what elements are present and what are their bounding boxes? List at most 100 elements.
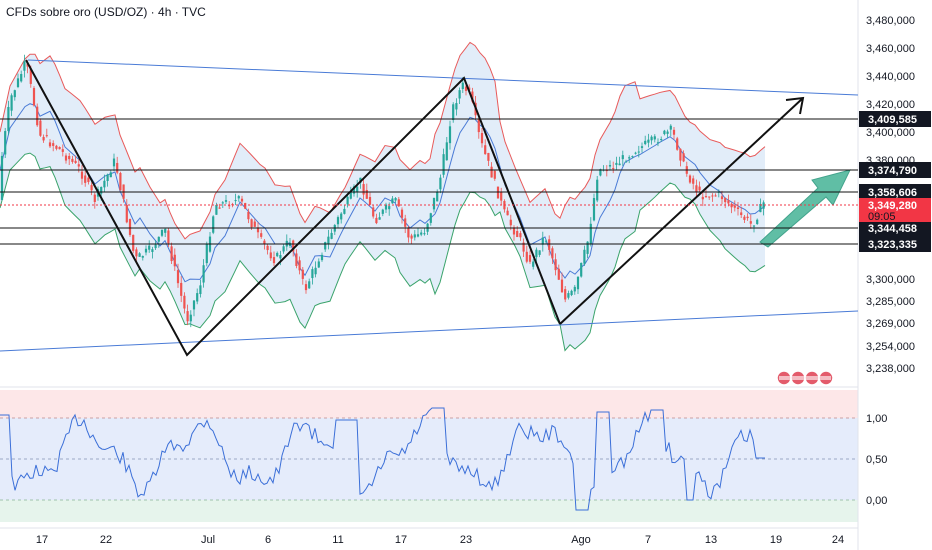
candle[interactable] (148, 240, 151, 253)
candle[interactable] (93, 192, 96, 209)
candle[interactable] (276, 251, 279, 258)
candle[interactable] (573, 284, 576, 295)
candle[interactable] (324, 241, 327, 252)
candle[interactable] (218, 203, 221, 209)
candle[interactable] (4, 127, 7, 159)
candle[interactable] (580, 262, 583, 278)
candle[interactable] (612, 161, 615, 174)
candle[interactable] (567, 290, 570, 300)
candle[interactable] (295, 249, 298, 269)
candle[interactable] (90, 182, 93, 196)
candle[interactable] (596, 175, 599, 203)
candle[interactable] (720, 190, 724, 205)
candle[interactable] (621, 150, 624, 166)
candle[interactable] (487, 152, 490, 167)
candle[interactable] (244, 202, 247, 210)
candle[interactable] (455, 98, 458, 116)
candle[interactable] (125, 199, 128, 224)
candle[interactable] (714, 193, 717, 197)
candle[interactable] (144, 245, 148, 256)
candle[interactable] (688, 174, 692, 184)
candle[interactable] (749, 214, 752, 229)
candle[interactable] (458, 87, 461, 105)
candle[interactable] (189, 310, 192, 328)
candle[interactable] (711, 193, 714, 202)
candle[interactable] (39, 118, 42, 137)
candle[interactable] (23, 54, 26, 78)
candle[interactable] (682, 150, 685, 163)
candle[interactable] (423, 228, 426, 236)
channel-upper-line[interactable] (27, 59, 859, 96)
candle[interactable] (525, 245, 528, 264)
candle[interactable] (304, 280, 308, 294)
candle[interactable] (170, 242, 173, 265)
candle[interactable] (314, 261, 317, 278)
candle[interactable] (576, 276, 580, 295)
candle[interactable] (605, 165, 608, 177)
zigzag-trend-line[interactable] (25, 59, 561, 357)
candle[interactable] (71, 155, 74, 164)
candle[interactable] (202, 259, 205, 288)
candle[interactable] (298, 256, 301, 275)
candle[interactable] (628, 155, 631, 164)
candle[interactable] (500, 187, 503, 205)
candle[interactable] (608, 160, 612, 171)
candle[interactable] (256, 222, 260, 239)
candle[interactable] (653, 134, 656, 143)
candle[interactable] (692, 175, 695, 190)
channel-lower-line[interactable] (0, 310, 859, 352)
candle[interactable] (234, 193, 237, 206)
candle[interactable] (368, 192, 372, 206)
candle[interactable] (631, 155, 634, 159)
candle[interactable] (640, 142, 644, 153)
candle[interactable] (247, 208, 250, 224)
candle[interactable] (109, 170, 112, 178)
candle[interactable] (183, 292, 186, 314)
candle[interactable] (663, 129, 666, 136)
candle[interactable] (36, 103, 39, 127)
candle[interactable] (557, 264, 560, 281)
candle[interactable] (615, 156, 618, 170)
candle[interactable] (624, 159, 628, 163)
candle[interactable] (746, 213, 749, 221)
candle[interactable] (317, 258, 320, 269)
candle[interactable] (74, 155, 77, 164)
candle[interactable] (330, 229, 333, 240)
candle[interactable] (58, 146, 61, 150)
candle[interactable] (493, 169, 496, 181)
currency-flags-icon[interactable] (776, 370, 834, 386)
candle[interactable] (637, 145, 640, 158)
candle[interactable] (356, 179, 359, 198)
candle[interactable] (52, 140, 55, 152)
candle[interactable] (528, 250, 532, 264)
candle[interactable] (404, 214, 407, 234)
candle[interactable] (45, 128, 48, 138)
candle[interactable] (365, 183, 368, 199)
candle[interactable] (173, 248, 176, 271)
candle[interactable] (141, 255, 144, 261)
candle[interactable] (634, 151, 637, 155)
candle[interactable] (384, 202, 388, 214)
candle[interactable] (221, 201, 224, 209)
candle[interactable] (397, 196, 400, 207)
candle[interactable] (343, 205, 346, 215)
candle[interactable] (48, 139, 52, 148)
candle[interactable] (266, 244, 269, 255)
candle[interactable] (666, 129, 669, 138)
candle[interactable] (592, 193, 596, 222)
candle[interactable] (391, 196, 394, 204)
candle[interactable] (196, 288, 199, 305)
candle[interactable] (496, 186, 500, 199)
candle[interactable] (87, 175, 90, 185)
candle[interactable] (698, 181, 701, 193)
candle[interactable] (151, 246, 154, 259)
candle[interactable] (0, 151, 4, 201)
candle[interactable] (480, 127, 484, 148)
candle[interactable] (240, 195, 244, 206)
candle[interactable] (164, 228, 167, 238)
candle[interactable] (650, 135, 653, 145)
candle[interactable] (672, 127, 676, 140)
candle[interactable] (237, 194, 240, 202)
candle[interactable] (253, 218, 256, 228)
candle[interactable] (445, 136, 448, 161)
